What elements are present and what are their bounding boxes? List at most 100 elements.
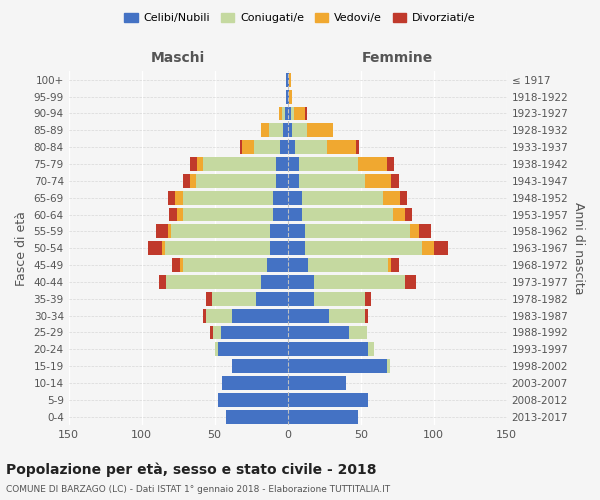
Bar [197,157,287,171]
Bar [287,191,302,204]
Bar [287,191,400,204]
Bar [287,174,398,188]
Bar [287,124,333,137]
Bar [287,360,390,373]
Bar [287,410,358,424]
Bar [287,106,293,120]
Bar [182,191,287,204]
Bar [287,73,290,86]
Bar [287,140,295,154]
Bar [287,174,365,188]
Bar [287,326,349,340]
Bar [190,174,287,188]
Text: COMUNE DI BARZAGO (LC) - Dati ISTAT 1° gennaio 2018 - Elaborazione TUTTITALIA.IT: COMUNE DI BARZAGO (LC) - Dati ISTAT 1° g… [6,485,390,494]
Bar [287,157,299,171]
Bar [287,342,374,356]
Bar [218,393,287,407]
Bar [273,208,287,222]
Bar [287,342,374,356]
Bar [287,90,289,104]
Bar [282,106,287,120]
Bar [287,410,358,424]
Bar [182,208,287,222]
Bar [287,224,431,238]
Bar [287,258,388,272]
Bar [287,275,404,289]
Bar [221,326,287,340]
Bar [206,308,287,322]
Bar [287,360,390,373]
Bar [218,393,287,407]
Bar [287,275,416,289]
Bar [287,140,359,154]
Bar [287,90,292,104]
Bar [286,73,287,86]
Bar [287,376,346,390]
Bar [287,258,398,272]
Bar [287,410,358,424]
Bar [287,275,314,289]
Bar [287,157,358,171]
Bar [171,224,287,238]
Y-axis label: Anni di nascita: Anni di nascita [572,202,585,294]
Bar [165,242,287,255]
Bar [262,275,287,289]
Bar [287,124,333,137]
Bar [212,292,287,306]
Bar [182,174,287,188]
Bar [287,292,314,306]
Bar [287,191,407,204]
Bar [203,308,287,322]
Bar [267,258,287,272]
Bar [270,242,287,255]
Bar [283,124,287,137]
Bar [287,208,393,222]
Bar [287,242,422,255]
Bar [182,258,287,272]
Bar [286,73,287,86]
Bar [287,157,394,171]
Bar [256,292,287,306]
Bar [226,410,287,424]
Bar [262,124,287,137]
Bar [206,292,287,306]
Bar [232,308,287,322]
Bar [287,140,356,154]
Bar [215,342,287,356]
Bar [159,275,287,289]
Bar [285,106,287,120]
Bar [168,224,287,238]
Bar [270,224,287,238]
Bar [287,292,365,306]
Bar [287,140,327,154]
Bar [172,258,287,272]
Bar [287,242,305,255]
Text: Popolazione per età, sesso e stato civile - 2018: Popolazione per età, sesso e stato civil… [6,462,377,477]
Bar [286,90,287,104]
Bar [162,242,287,255]
Bar [287,174,299,188]
Bar [276,174,287,188]
Bar [287,73,290,86]
Bar [286,73,287,86]
Bar [287,393,368,407]
Bar [287,308,368,322]
Bar [287,275,404,289]
Bar [287,308,365,322]
Bar [177,208,287,222]
Bar [287,224,305,238]
Bar [232,360,287,373]
Bar [287,308,329,322]
Bar [287,393,368,407]
Bar [287,208,412,222]
Bar [166,275,287,289]
Bar [276,157,287,171]
Bar [279,106,287,120]
Bar [287,157,387,171]
Bar [215,342,287,356]
Bar [287,224,410,238]
Bar [287,90,292,104]
Bar [286,90,287,104]
Bar [287,106,305,120]
Bar [239,140,287,154]
